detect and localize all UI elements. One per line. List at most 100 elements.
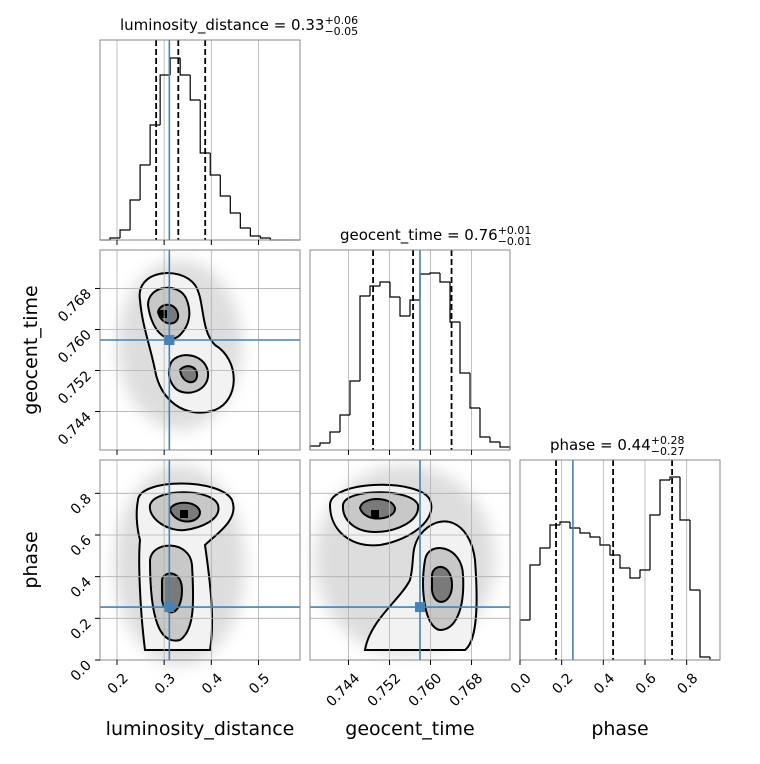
histogram-bin bbox=[319, 442, 330, 446]
histogram-bin bbox=[629, 568, 640, 579]
title-minus: −0.05 bbox=[324, 25, 358, 38]
panel-frame bbox=[99, 39, 301, 241]
histogram-bin bbox=[429, 272, 440, 274]
density-peak bbox=[159, 310, 167, 318]
histogram-bin bbox=[449, 282, 460, 323]
x-tick-label: 0.760 bbox=[406, 670, 446, 710]
histogram-bin bbox=[549, 524, 560, 548]
title-main: geocent_time = 0.76 bbox=[340, 226, 498, 245]
x-tick-label: 0.0 bbox=[508, 670, 535, 697]
histogram-bin bbox=[489, 437, 500, 443]
panel-title: luminosity_distance = 0.33+0.06 −0.05 bbox=[120, 14, 358, 38]
histogram-bin bbox=[409, 299, 420, 316]
histogram-bin bbox=[659, 479, 670, 515]
title-plus: +0.28 bbox=[651, 434, 685, 447]
histogram-bin bbox=[399, 297, 410, 317]
density-contour bbox=[358, 498, 454, 603]
histogram-bin bbox=[349, 380, 360, 415]
histogram-bin bbox=[119, 229, 131, 238]
x-tick-label: 0.5 bbox=[246, 670, 273, 697]
histogram-bin bbox=[639, 569, 650, 578]
histogram-panel bbox=[99, 39, 301, 241]
histogram-bin bbox=[339, 414, 350, 432]
histogram-bin bbox=[679, 477, 690, 521]
histogram-bin bbox=[479, 408, 490, 438]
histogram-bin bbox=[259, 236, 271, 239]
scatter-panel bbox=[99, 249, 301, 451]
histogram-bin bbox=[149, 124, 161, 165]
histogram-bin bbox=[439, 273, 450, 283]
panel-frame bbox=[99, 459, 301, 661]
histogram-bin bbox=[459, 322, 470, 374]
histogram-bin bbox=[109, 237, 121, 240]
title-plus: +0.06 bbox=[324, 14, 358, 27]
x-tick-label: 0.8 bbox=[674, 670, 701, 697]
x-tick-label: 0.3 bbox=[152, 670, 179, 697]
x-axis-label: luminosity_distance bbox=[106, 718, 295, 740]
scatter-panel bbox=[99, 459, 301, 661]
y-tick-label: 0.744 bbox=[55, 409, 95, 449]
panel-title: phase = 0.44+0.28 −0.27 bbox=[550, 434, 685, 458]
histogram-bin bbox=[359, 295, 370, 381]
panel-title: geocent_time = 0.76+0.01 −0.01 bbox=[340, 224, 531, 248]
x-tick-label: 0.6 bbox=[633, 670, 660, 697]
histogram-bin bbox=[389, 282, 400, 298]
histogram-bin bbox=[589, 533, 600, 538]
x-tick-label: 0.4 bbox=[199, 670, 226, 697]
y-tick-label: 0.6 bbox=[68, 532, 95, 559]
y-tick-label: 0.752 bbox=[55, 368, 95, 408]
histogram-panel bbox=[519, 459, 721, 661]
y-tick-label: 0.0 bbox=[68, 658, 95, 685]
histogram-bin bbox=[239, 213, 251, 229]
histogram-bin bbox=[189, 75, 201, 101]
y-tick-label: 0.2 bbox=[68, 616, 95, 643]
histogram-bin bbox=[609, 545, 620, 556]
histogram-bin bbox=[539, 547, 550, 565]
histogram-bin bbox=[529, 564, 540, 620]
title-minus: −0.01 bbox=[498, 235, 532, 248]
x-tick-label: 0.4 bbox=[591, 670, 618, 697]
histogram-bin bbox=[229, 196, 241, 214]
histogram-bin bbox=[669, 476, 680, 480]
x-axis-label: geocent_time bbox=[345, 718, 474, 740]
histogram-panel bbox=[309, 249, 511, 451]
y-tick-label: 0.760 bbox=[55, 327, 95, 367]
histogram-bin bbox=[379, 281, 390, 286]
y-tick-label: 0.4 bbox=[68, 574, 95, 601]
histogram-bin bbox=[569, 522, 580, 529]
title-main: phase = 0.44 bbox=[550, 436, 651, 454]
histogram-bin bbox=[689, 520, 700, 591]
density-peak bbox=[371, 510, 379, 518]
title-minus: −0.27 bbox=[651, 445, 685, 458]
truth-marker bbox=[164, 602, 175, 613]
histogram-bin bbox=[129, 199, 141, 230]
title-main: luminosity_distance = 0.33 bbox=[120, 16, 324, 35]
title-plus: +0.01 bbox=[498, 224, 532, 237]
histogram-bin bbox=[599, 537, 610, 546]
y-tick-label: 0.768 bbox=[55, 286, 95, 326]
histogram-bin bbox=[219, 175, 231, 197]
histogram-bin bbox=[469, 373, 480, 409]
histogram-bin bbox=[619, 555, 630, 569]
histogram-bin bbox=[329, 431, 340, 443]
histogram-bin bbox=[419, 273, 430, 300]
histogram-bin bbox=[369, 285, 380, 296]
histogram-bin bbox=[309, 445, 320, 450]
x-tick-label: 0.2 bbox=[105, 670, 132, 697]
y-axis-label: phase bbox=[20, 531, 42, 588]
histogram-bin bbox=[519, 619, 530, 660]
histogram-bin bbox=[139, 164, 151, 200]
x-tick-label: 0.744 bbox=[324, 670, 364, 710]
y-tick-label: 0.8 bbox=[68, 491, 95, 518]
histogram-bin bbox=[159, 74, 171, 125]
scatter-panel bbox=[309, 459, 511, 661]
histogram-bin bbox=[249, 228, 261, 237]
x-tick-label: 0.752 bbox=[365, 670, 405, 710]
histogram-bin bbox=[699, 590, 710, 658]
histogram-bin bbox=[649, 514, 660, 570]
histogram-bin bbox=[209, 153, 221, 176]
histogram-bin bbox=[199, 100, 211, 154]
truth-marker bbox=[164, 335, 175, 345]
histogram-bin bbox=[179, 58, 191, 76]
